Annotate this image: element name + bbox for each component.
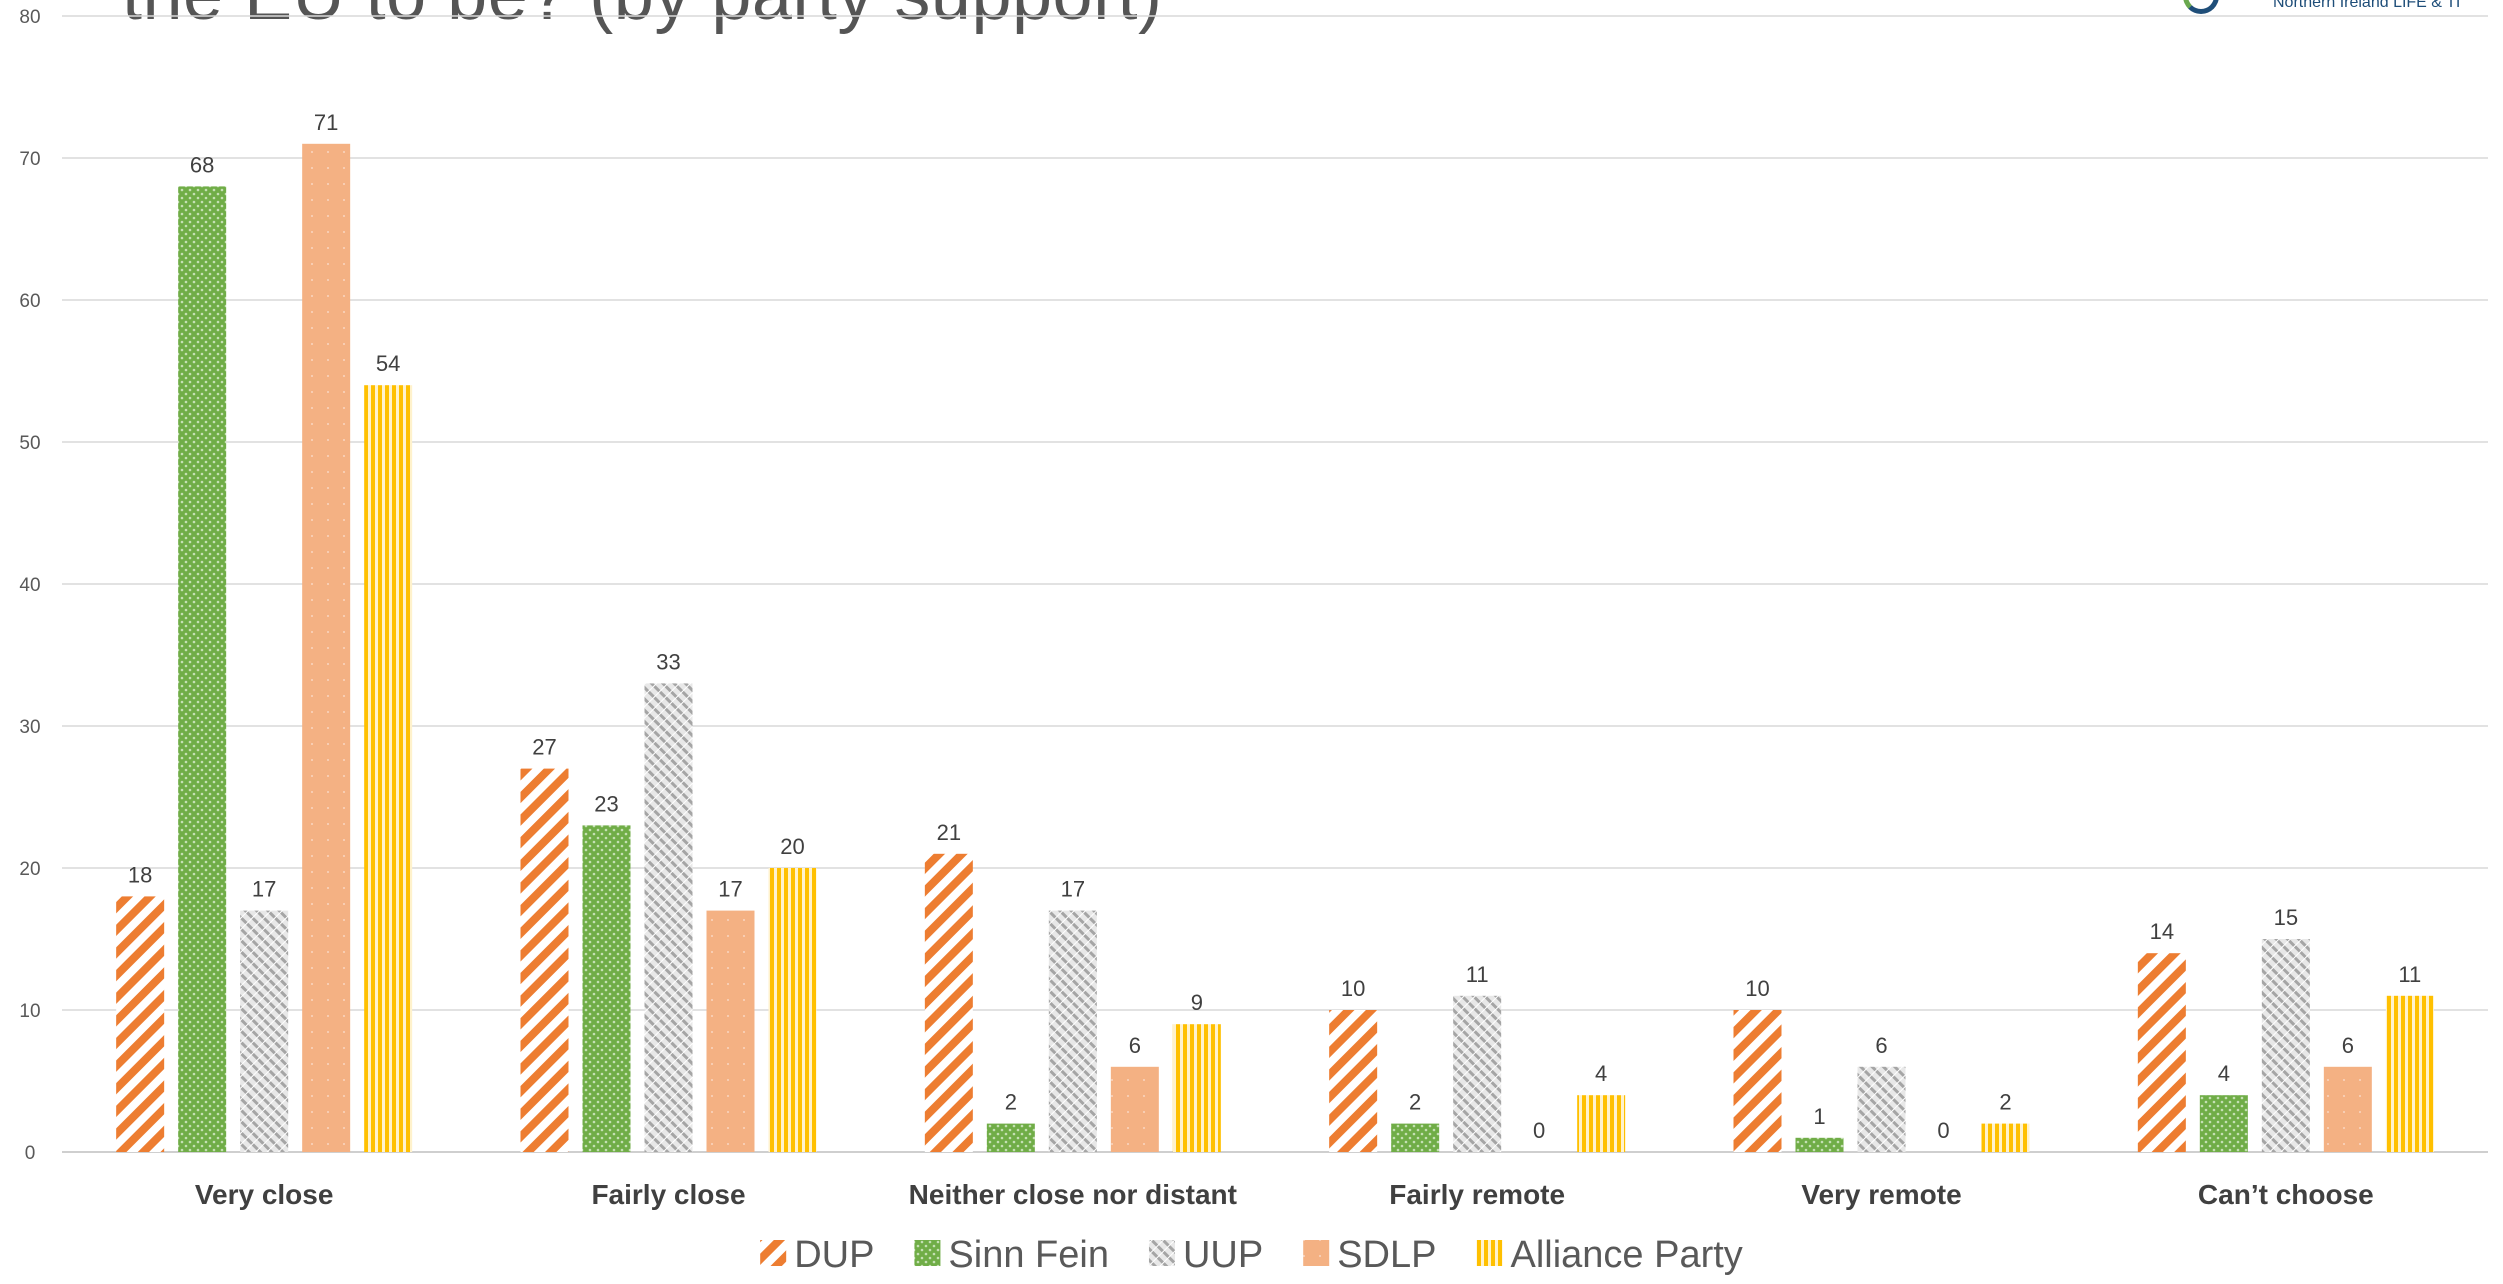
legend-swatch: [1303, 1240, 1330, 1266]
y-tick-label: 40: [19, 575, 40, 596]
category-label: Fairly close: [591, 1179, 745, 1210]
category-label: Neither close nor distant: [909, 1179, 1237, 1210]
data-label: 71: [314, 110, 338, 135]
y-tick-label: 30: [19, 717, 40, 738]
bar-uup: [1453, 995, 1502, 1152]
data-label: 0: [1937, 1118, 1949, 1143]
bar-dup: [924, 853, 973, 1152]
bar-sdlp: [706, 910, 755, 1152]
logo-text: Northern Ireland LIFE & TI: [2273, 0, 2461, 11]
bar-alliance-party: [2385, 995, 2434, 1152]
data-label: 6: [2342, 1033, 2354, 1058]
bar-sinn-fein: [2199, 1095, 2248, 1152]
data-label: 68: [190, 152, 214, 177]
legend-label: DUP: [794, 1234, 874, 1276]
bar-uup: [1048, 910, 1097, 1152]
bar-sdlp: [302, 143, 351, 1153]
legend-swatch: [914, 1240, 941, 1266]
data-labels: 1868177154272333172021217691021104101602…: [128, 110, 2421, 1143]
data-label: 11: [1466, 962, 1489, 987]
y-tick-label: 10: [19, 1001, 40, 1022]
category-label: Very remote: [1801, 1179, 1961, 1210]
data-label: 10: [1341, 976, 1365, 1001]
data-label: 6: [1875, 1033, 1887, 1058]
bar-sinn-fein: [178, 186, 227, 1152]
data-label: 33: [656, 649, 680, 674]
bar-dup: [116, 896, 165, 1152]
data-label: 4: [1595, 1061, 1607, 1086]
data-label: 0: [1533, 1118, 1545, 1143]
legend-item: UUP: [1148, 1234, 1263, 1276]
bar-sinn-fein: [1391, 1123, 1440, 1152]
legend: DUP Sinn Fein UUP SDLP Alliance Party: [760, 1234, 1743, 1276]
bar-alliance-party: [1172, 1024, 1221, 1152]
legend-item: DUP: [760, 1234, 874, 1276]
bar-dup: [1329, 1010, 1378, 1152]
bar-alliance-party: [1577, 1095, 1626, 1152]
data-label: 17: [1061, 877, 1085, 902]
legend-label: Sinn Fein: [948, 1234, 1109, 1276]
data-label: 14: [2150, 919, 2174, 944]
category-label: Very close: [195, 1179, 334, 1210]
bar-uup: [240, 910, 289, 1152]
bars: [116, 143, 2434, 1153]
data-label: 20: [780, 834, 804, 859]
bar-sdlp: [2323, 1066, 2372, 1152]
bar-alliance-party: [768, 868, 817, 1152]
data-label: 2: [1999, 1090, 2011, 1115]
data-label: 2: [1005, 1090, 1017, 1115]
data-label: 18: [128, 862, 152, 887]
legend-item: SDLP: [1303, 1234, 1436, 1276]
legend-label: UUP: [1183, 1234, 1263, 1276]
data-label: 27: [532, 735, 556, 760]
legend-item: Alliance Party: [1476, 1234, 1743, 1276]
y-axis: 0 10 20 30 40 50 60 70 80: [19, 7, 40, 1164]
y-tick-label: 50: [19, 433, 40, 454]
data-label: 54: [376, 351, 400, 376]
category-label: Fairly remote: [1389, 1179, 1565, 1210]
legend-label: Alliance Party: [1510, 1234, 1742, 1276]
data-label: 17: [718, 877, 742, 902]
bar-dup: [520, 768, 569, 1152]
data-label: 10: [1745, 976, 1769, 1001]
data-label: 1: [1813, 1104, 1825, 1129]
bar-sinn-fein: [1795, 1137, 1844, 1152]
bar-uup: [2261, 939, 2310, 1152]
bar-dup: [1733, 1010, 1782, 1152]
category-label: Can’t choose: [2198, 1179, 2374, 1210]
bar-sinn-fein: [986, 1123, 1035, 1152]
data-label: 9: [1191, 990, 1203, 1015]
y-tick-label: 80: [19, 7, 40, 28]
bar-alliance-party: [364, 385, 413, 1152]
legend-label: SDLP: [1337, 1234, 1436, 1276]
legend-item: Sinn Fein: [914, 1234, 1109, 1276]
bar-alliance-party: [1981, 1123, 2030, 1152]
y-tick-label: 20: [19, 859, 40, 880]
data-label: 6: [1129, 1033, 1141, 1058]
bar-uup: [644, 683, 693, 1152]
legend-swatch: [1476, 1240, 1503, 1266]
data-label: 21: [937, 820, 961, 845]
data-label: 17: [252, 877, 276, 902]
data-label: 4: [2218, 1061, 2230, 1086]
legend-swatch: [1148, 1240, 1175, 1266]
data-label: 23: [594, 791, 618, 816]
gridlines: [62, 15, 2488, 1153]
bar-sdlp: [1110, 1066, 1159, 1152]
bar-uup: [1857, 1066, 1906, 1152]
y-tick-label: 0: [25, 1143, 36, 1164]
bar-dup: [2137, 953, 2186, 1152]
y-tick-label: 70: [19, 149, 40, 170]
legend-swatch: [760, 1240, 787, 1266]
bar-sinn-fein: [582, 825, 631, 1152]
data-label: 11: [2398, 962, 2421, 987]
chart-title: the EU to be? (by party support): [122, 0, 1163, 36]
data-label: 15: [2274, 905, 2298, 930]
x-axis: Very close Fairly close Neither close nor …: [195, 1179, 2374, 1210]
data-label: 2: [1409, 1090, 1421, 1115]
y-tick-label: 60: [19, 291, 40, 312]
logo: Northern Ireland LIFE & TI: [2183, 0, 2503, 16]
